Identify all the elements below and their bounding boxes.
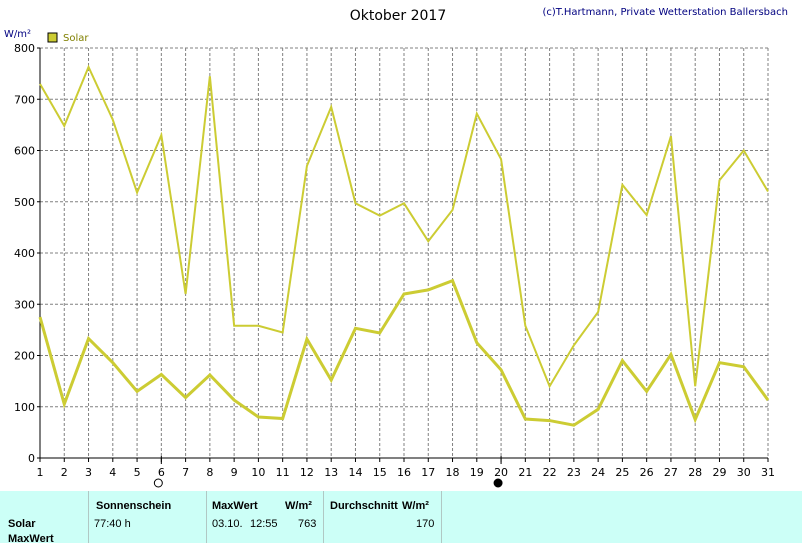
x-tick-label: 19 <box>470 466 484 479</box>
series-line-solar-max <box>39 64 769 389</box>
x-tick-label: 11 <box>276 466 290 479</box>
y-tick-label: 400 <box>14 247 35 260</box>
x-tick-label: 7 <box>182 466 189 479</box>
x-tick-label: 2 <box>61 466 68 479</box>
y-tick-label: 200 <box>14 350 35 363</box>
x-tick-label: 15 <box>373 466 387 479</box>
maxwert-header: MaxWert <box>212 500 258 512</box>
durchschnitt-unit: W/m² <box>402 500 429 512</box>
x-tick-label: 18 <box>446 466 460 479</box>
credit-text: (c)T.Hartmann, Private Wetterstation Bal… <box>542 7 788 18</box>
x-tick-label: 17 <box>421 466 435 479</box>
x-tick-label: 29 <box>712 466 726 479</box>
row-label-maxwert: MaxWert <box>8 533 54 545</box>
maxwert-time: 12:55 <box>250 518 278 530</box>
y-tick-label: 700 <box>14 93 35 106</box>
y-tick-label: 0 <box>28 452 35 465</box>
maxwert-date: 03.10. <box>212 518 243 530</box>
x-tick-label: 9 <box>231 466 238 479</box>
x-tick-label: 30 <box>737 466 751 479</box>
y-axis-unit: W/m² <box>4 29 31 40</box>
y-tick-label: 500 <box>14 196 35 209</box>
x-tick-label: 24 <box>591 466 605 479</box>
solar-chart: Oktober 2017 (c)T.Hartmann, Private Wett… <box>4 7 788 488</box>
sonnenschein-header: Sonnenschein <box>96 500 172 512</box>
y-tick-label: 600 <box>14 145 35 158</box>
sonnenschein-value: 77:40 h <box>94 518 131 530</box>
x-tick-label: 27 <box>664 466 678 479</box>
x-tick-label: 8 <box>206 466 213 479</box>
maxwert-value: 763 <box>298 518 317 530</box>
durchschnitt-value: 170 <box>416 518 435 530</box>
durchschnitt-header: Durchschnitt <box>330 500 398 512</box>
x-tick-label: 4 <box>109 466 116 479</box>
panel-divider <box>441 491 442 543</box>
x-tick-label: 26 <box>640 466 654 479</box>
chart-title: Oktober 2017 <box>350 8 447 24</box>
row-label-solar: Solar <box>8 518 36 530</box>
x-tick-label: 1 <box>37 466 44 479</box>
maxwert-unit: W/m² <box>285 500 312 512</box>
x-tick-label: 6 <box>158 466 165 479</box>
new-moon-icon <box>493 478 503 488</box>
panel-divider <box>206 491 207 543</box>
y-tick-label: 100 <box>14 401 35 414</box>
series-line-solar-average <box>38 278 770 427</box>
x-tick-label: 31 <box>761 466 775 479</box>
x-tick-label: 3 <box>85 466 92 479</box>
x-tick-label: 14 <box>348 466 362 479</box>
panel-divider <box>88 491 89 543</box>
x-tick-label: 16 <box>397 466 411 479</box>
x-tick-label: 10 <box>251 466 265 479</box>
x-tick-label: 12 <box>300 466 314 479</box>
x-tick-label: 23 <box>567 466 581 479</box>
x-tick-label: 20 <box>494 466 508 479</box>
y-tick-label: 300 <box>14 298 35 311</box>
full-moon-icon <box>153 478 163 488</box>
x-tick-label: 22 <box>543 466 557 479</box>
x-tick-label: 13 <box>324 466 338 479</box>
x-tick-label: 21 <box>518 466 532 479</box>
y-tick-label: 800 <box>14 42 35 55</box>
x-tick-label: 25 <box>615 466 629 479</box>
legend-label-solar: Solar <box>63 33 89 44</box>
x-tick-label: 28 <box>688 466 702 479</box>
panel-divider <box>323 491 324 543</box>
legend-swatch-solar <box>47 32 58 43</box>
info-panel: Solar MaxWert Sonnenschein 77:40 h MaxWe… <box>0 491 802 545</box>
x-tick-label: 5 <box>134 466 141 479</box>
